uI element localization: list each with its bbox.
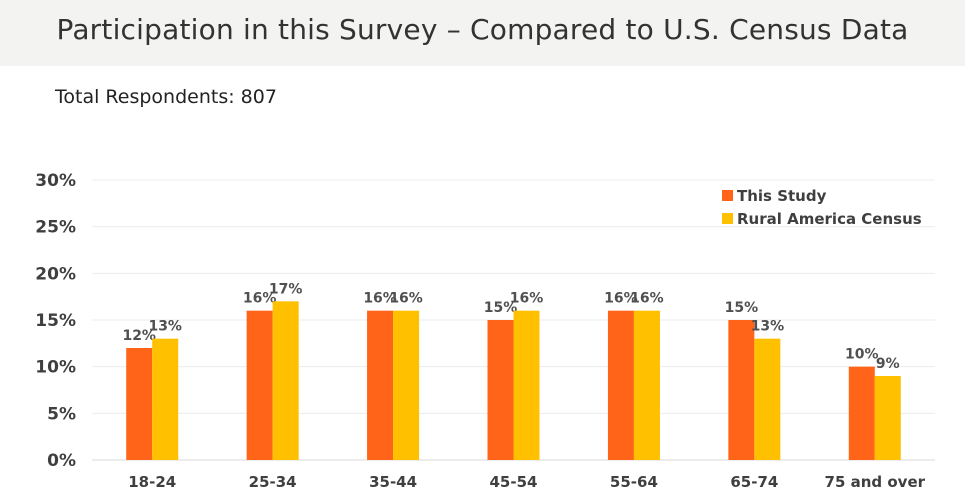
bar-census [513,310,540,460]
legend-swatch [722,190,733,201]
bar-this-study [126,348,153,460]
x-tick-label: 18-24 [128,473,176,491]
y-tick-label: 30% [35,171,76,191]
x-tick-label: 55-64 [610,473,658,491]
data-label: 16% [363,291,397,307]
total-respondents: Total Respondents: 807 [55,86,277,108]
data-label: 17% [269,281,303,297]
data-label: 16% [243,291,277,307]
data-label: 16% [510,291,544,307]
legend-label: This Study [737,187,827,205]
bar-census [874,376,901,460]
data-label: 16% [389,291,423,307]
bar-this-study [848,366,875,460]
data-label: 13% [751,319,785,335]
bar-census [393,310,420,460]
bar-this-study [728,320,755,460]
y-tick-label: 15% [35,311,76,331]
data-label: 15% [725,300,759,316]
y-tick-label: 0% [47,451,76,471]
x-tick-label: 75 and over [825,473,926,491]
x-tick-label: 25-34 [249,473,297,491]
data-label: 10% [845,347,879,363]
header-bar: Participation in this Survey – Compared … [0,0,965,66]
bar-this-study [367,310,394,460]
data-label: 12% [122,328,156,344]
bar-this-study [246,310,273,460]
bar-census [754,338,781,460]
bar-this-study [607,310,634,460]
y-tick-label: 20% [35,264,76,284]
y-tick-label: 25% [35,218,76,238]
legend-label: Rural America Census [737,210,922,228]
x-tick-label: 65-74 [730,473,778,491]
bar-census [272,301,299,460]
bar-census [633,310,660,460]
data-label: 9% [876,356,900,372]
page-title: Participation in this Survey – Compared … [56,13,909,46]
bar-census [152,338,179,460]
data-label: 16% [604,291,638,307]
data-label: 16% [630,291,664,307]
x-tick-label: 35-44 [369,473,417,491]
bar-this-study [487,320,514,460]
data-label: 15% [484,300,518,316]
y-tick-label: 10% [35,358,76,378]
y-tick-label: 5% [47,404,76,424]
legend-swatch [722,213,733,224]
x-tick-label: 45-54 [490,473,538,491]
data-label: 13% [148,319,182,335]
